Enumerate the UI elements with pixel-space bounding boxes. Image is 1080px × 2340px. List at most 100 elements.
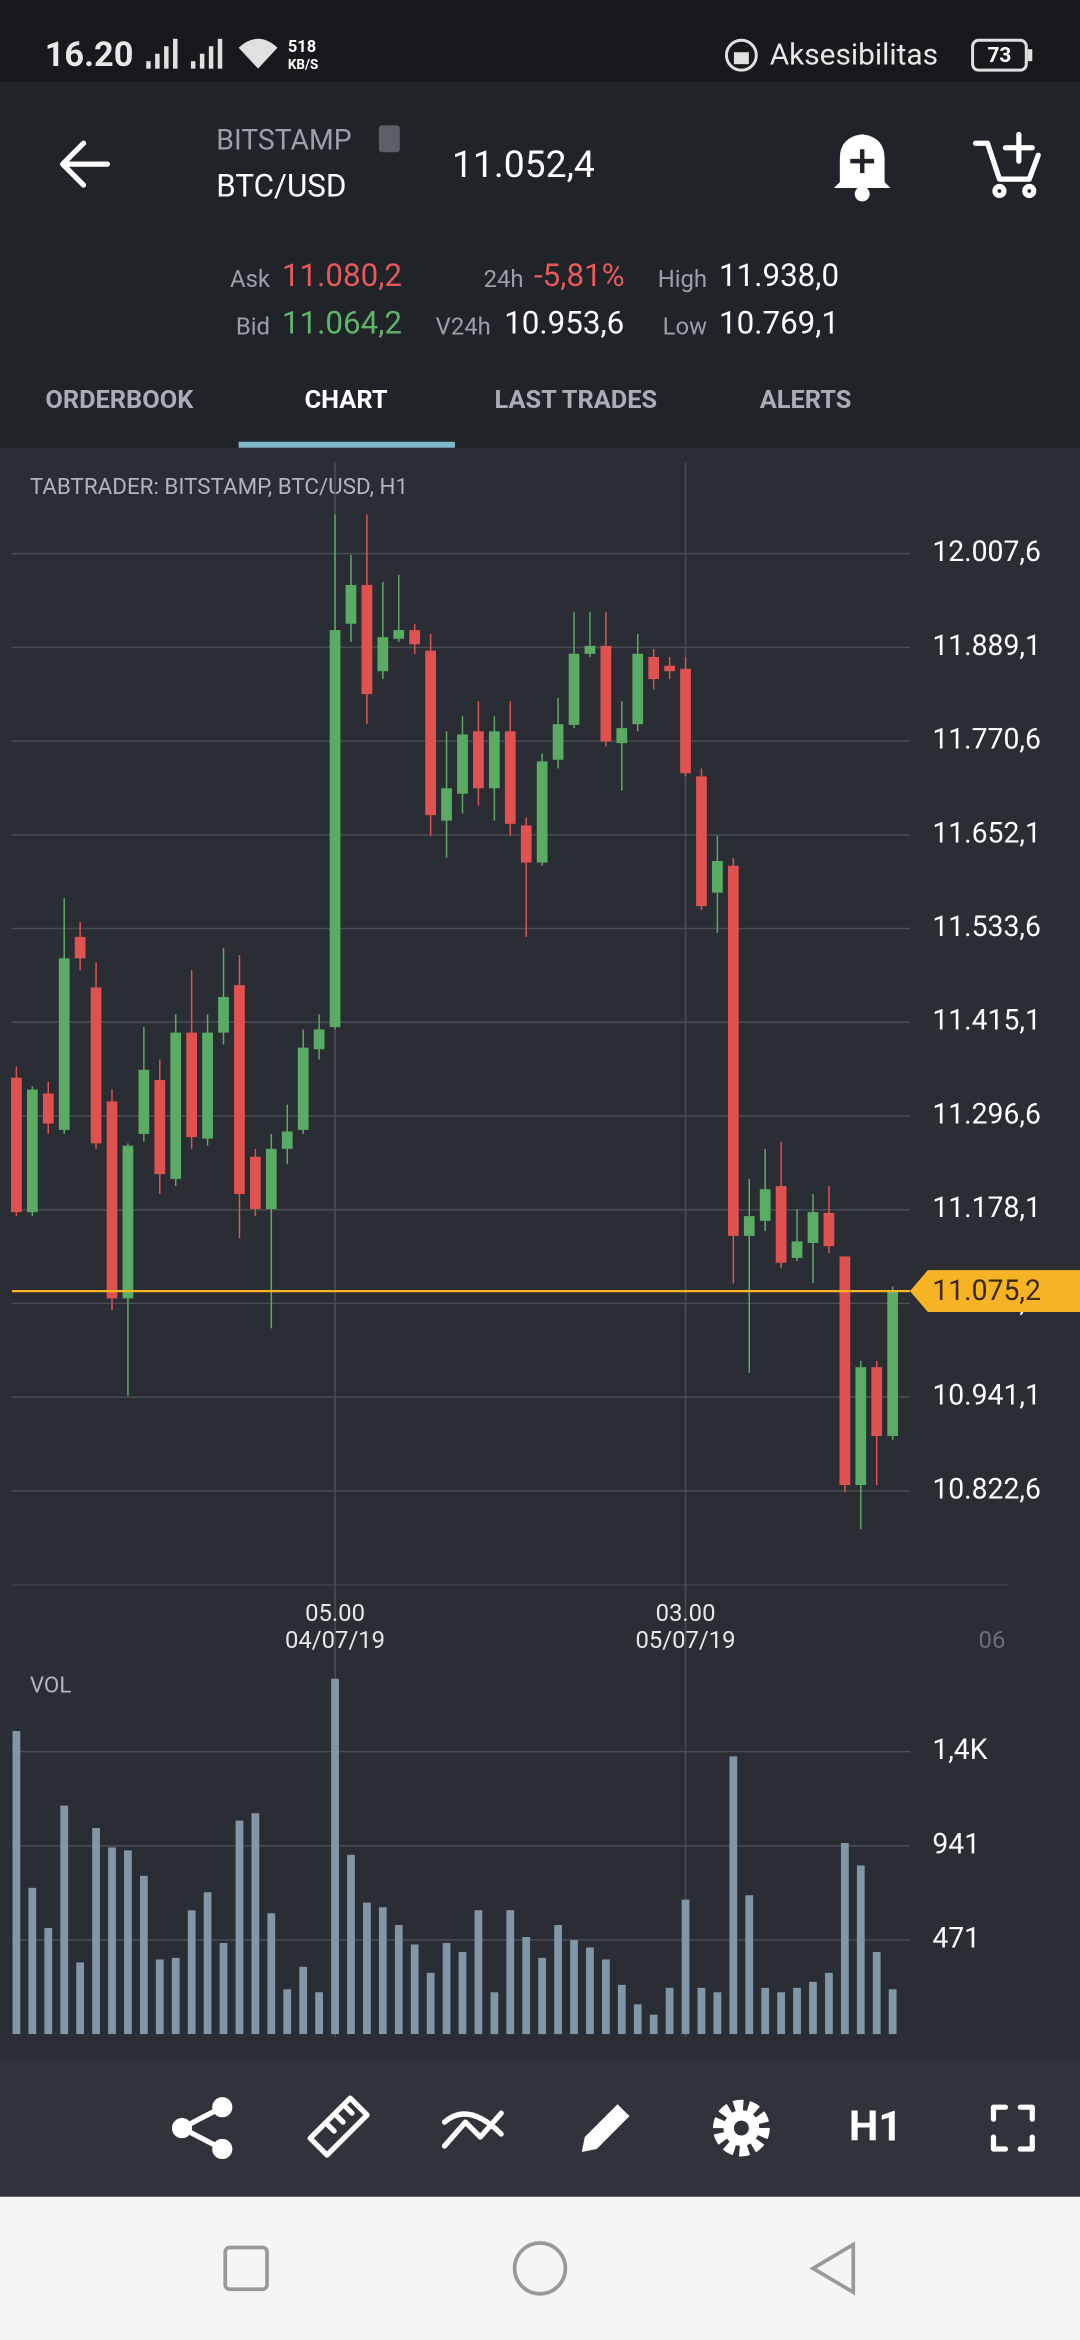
home-button[interactable] bbox=[512, 2241, 568, 2296]
high: 11.938,0 bbox=[719, 257, 839, 294]
volume-bar bbox=[888, 1989, 897, 2035]
volume-bar bbox=[299, 1966, 308, 2035]
volume-bar bbox=[649, 2014, 658, 2035]
volume-bar bbox=[729, 1756, 738, 2035]
volume-bar bbox=[442, 1943, 451, 2035]
volume-bar bbox=[617, 1984, 626, 2035]
candle-body bbox=[855, 1367, 867, 1486]
timeframe-button[interactable]: H1 bbox=[849, 2103, 902, 2152]
draw-button[interactable] bbox=[581, 2104, 630, 2152]
candle-body bbox=[457, 734, 468, 794]
candle-body bbox=[807, 1212, 819, 1243]
volume-bar bbox=[601, 1959, 610, 2035]
ask: 11.080,2 bbox=[282, 257, 402, 294]
candle-body bbox=[90, 987, 102, 1144]
candle-body bbox=[170, 1032, 182, 1179]
low-label: Low bbox=[663, 313, 707, 341]
exchange: BITSTAMP bbox=[216, 123, 351, 156]
chart-title: TABTRADER: BITSTAMP, BTC/USD, H1 bbox=[30, 474, 408, 500]
net-speed: 518 bbox=[288, 38, 316, 57]
volume-bar bbox=[410, 1944, 419, 2035]
candle-body bbox=[473, 731, 484, 789]
candle-body bbox=[759, 1189, 771, 1221]
tab-active[interactable]: CHART bbox=[305, 385, 388, 415]
low: 10.769,1 bbox=[719, 305, 839, 342]
volume-bar bbox=[458, 1952, 467, 2035]
candle-body bbox=[138, 1069, 150, 1134]
cart-button[interactable] bbox=[972, 131, 1041, 199]
volume-bar bbox=[761, 1987, 770, 2035]
y-tick-label: 10.822,6 bbox=[932, 1472, 1041, 1505]
volume-bar bbox=[378, 1907, 387, 2035]
x-tick-date: 05/07/19 bbox=[635, 1626, 735, 1654]
back-nav-button[interactable] bbox=[809, 2241, 856, 2296]
recents-button[interactable] bbox=[223, 2245, 269, 2292]
battery-icon bbox=[971, 38, 1028, 72]
volume-bar bbox=[522, 1937, 531, 2035]
candle-body bbox=[680, 668, 691, 774]
y-tick-label: 471 bbox=[932, 1921, 980, 1954]
volume-bar bbox=[697, 1987, 706, 2035]
back-button[interactable] bbox=[60, 140, 111, 188]
volume-bar bbox=[474, 1910, 483, 2035]
high-label: High bbox=[658, 265, 707, 293]
y-tick-label: 11.533,6 bbox=[932, 910, 1041, 943]
share-button[interactable] bbox=[171, 2097, 233, 2160]
volume-bar bbox=[856, 1865, 865, 2035]
volume-bar bbox=[315, 1992, 323, 2035]
exchange-icon bbox=[378, 125, 400, 153]
candle-body bbox=[839, 1256, 851, 1486]
bid-label: Bid bbox=[236, 313, 270, 341]
ruler-button[interactable] bbox=[307, 2095, 370, 2158]
candle-body bbox=[26, 1089, 38, 1213]
candle-body bbox=[568, 653, 580, 725]
volume-bar bbox=[92, 1828, 100, 2035]
candle-body bbox=[297, 1047, 309, 1130]
candle-body bbox=[823, 1212, 835, 1247]
x-tick-edge: 06 bbox=[979, 1626, 1006, 1654]
volume-label: V24h bbox=[436, 313, 491, 341]
alert-button[interactable] bbox=[833, 134, 891, 202]
volume-bar bbox=[108, 1847, 116, 2035]
indicators-button[interactable] bbox=[441, 2110, 504, 2149]
volume-bar bbox=[713, 1992, 722, 2035]
volume-title: VOL bbox=[30, 1672, 72, 1698]
signal-icons bbox=[146, 38, 278, 69]
volume-bar bbox=[426, 1972, 435, 2035]
y-tick-label: 941 bbox=[932, 1827, 980, 1860]
y-tick-label: 11.415,1 bbox=[932, 1004, 1041, 1037]
candle-body bbox=[552, 724, 564, 760]
tab[interactable]: ALERTS bbox=[760, 385, 852, 415]
volume-bar bbox=[267, 1913, 276, 2035]
volume-bar bbox=[124, 1850, 132, 2035]
volume-bar bbox=[171, 1957, 180, 2035]
change: -5,81% bbox=[534, 257, 625, 294]
volume-bar bbox=[809, 1981, 817, 2035]
settings-button[interactable] bbox=[713, 2099, 770, 2157]
volume-bar bbox=[203, 1892, 212, 2035]
candle-body bbox=[186, 1032, 198, 1138]
chart-area bbox=[0, 447, 1080, 2060]
fullscreen-button[interactable] bbox=[990, 2104, 1035, 2152]
candle-body bbox=[616, 728, 628, 744]
y-tick-label: 11.652,1 bbox=[932, 816, 1041, 849]
candle-body bbox=[600, 645, 612, 742]
volume-bar bbox=[187, 1910, 196, 2035]
candle-body bbox=[632, 653, 644, 725]
candle-body bbox=[696, 776, 707, 907]
toolbar bbox=[0, 2059, 1080, 2197]
volume-bar bbox=[76, 1962, 85, 2035]
candle-body bbox=[58, 958, 70, 1130]
volume-bar bbox=[394, 1925, 403, 2035]
candle-body bbox=[441, 788, 452, 821]
volume-bar bbox=[665, 1987, 674, 2035]
candle-body bbox=[361, 584, 373, 695]
ask-label: Ask bbox=[230, 265, 271, 293]
candle-body bbox=[122, 1145, 134, 1299]
tab[interactable]: LAST TRADES bbox=[494, 385, 657, 415]
volume-bar bbox=[60, 1805, 69, 2035]
tab[interactable]: ORDERBOOK bbox=[45, 385, 194, 415]
candle-body bbox=[74, 936, 86, 959]
y-tick-label: 11.178,1 bbox=[932, 1191, 1041, 1224]
